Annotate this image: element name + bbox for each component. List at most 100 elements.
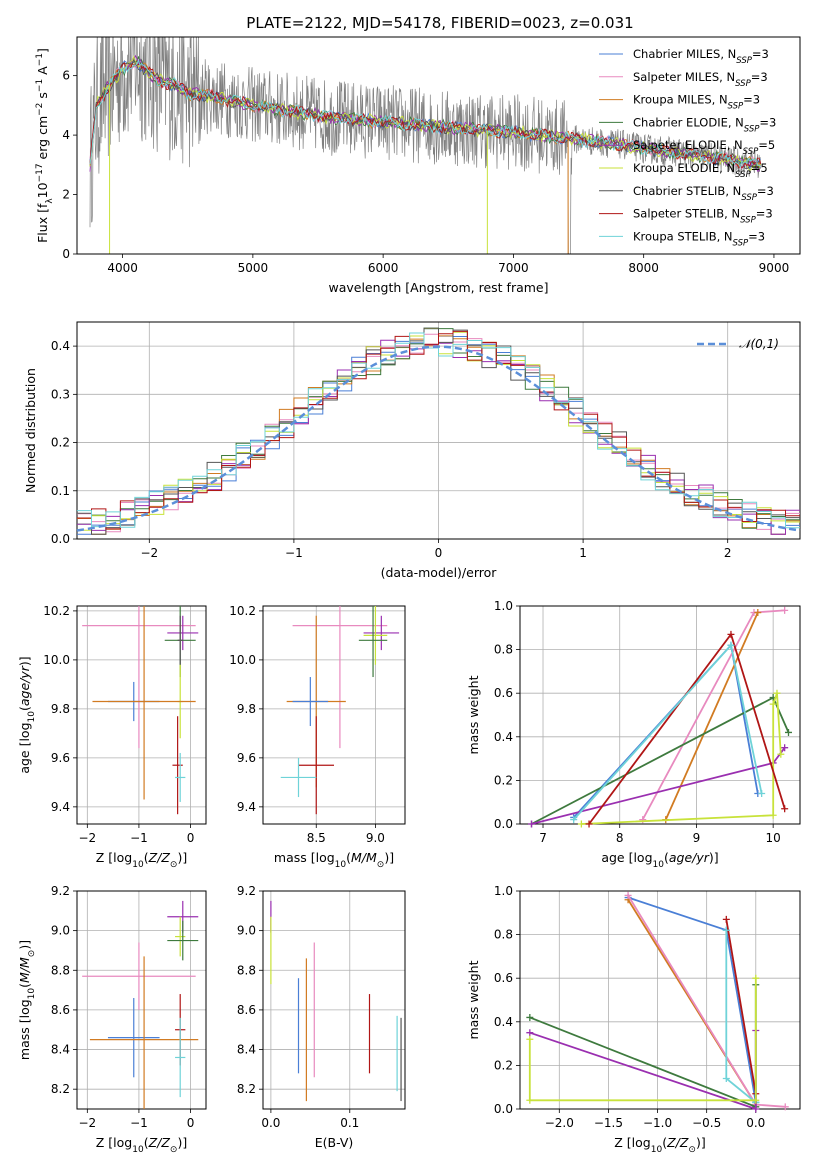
y-tick-label: 2 xyxy=(62,188,70,202)
mass-weight-line xyxy=(573,643,759,819)
x-tick-label: 8.5 xyxy=(307,831,326,845)
mass-weight-line xyxy=(529,984,757,1109)
y-tick-label: 8.4 xyxy=(237,1043,256,1057)
mass-weight-line xyxy=(528,978,757,1102)
x-tick-label: 0.0 xyxy=(746,1116,765,1130)
y-tick-label: 0.2 xyxy=(51,436,70,450)
y-tick-label: 9.0 xyxy=(237,924,256,938)
x-axis-label: (data-model)/error xyxy=(381,565,498,580)
legend-label: Kroupa STELIB, NSSP=3 xyxy=(633,229,765,248)
y-tick-label: 9.0 xyxy=(51,924,70,938)
plus-marker xyxy=(722,915,730,923)
x-tick-label: 0.1 xyxy=(340,1116,359,1130)
histogram-step-line xyxy=(77,332,800,529)
plus-marker xyxy=(781,805,789,813)
y-tick-label: 10.0 xyxy=(43,653,70,667)
y-tick-label: 9.8 xyxy=(51,702,70,716)
error-bar-point xyxy=(175,916,186,957)
x-tick-label: −0.5 xyxy=(692,1116,721,1130)
x-tick-label: 8000 xyxy=(628,261,659,275)
legend-label: Salpeter ELODIE, NSSP=5 xyxy=(633,138,775,157)
plus-marker xyxy=(528,820,536,828)
weight-vs-age-panel: 7 8 9 10 0.0 0.2 0.4 0.6 0.8 1.0 age [log10(age/yr… xyxy=(466,599,801,870)
legend-label: 𝒩(0,1) xyxy=(739,337,779,351)
x-axis-label: mass [log10(M/M⊙)] xyxy=(274,850,394,870)
plus-marker xyxy=(781,744,789,752)
y-tick-label: 8.8 xyxy=(237,963,256,977)
plus-marker xyxy=(526,1029,534,1037)
x-axis-label: Z [log10(Z/Z⊙)] xyxy=(614,1135,705,1155)
plus-marker xyxy=(781,1103,789,1111)
histogram-step-line xyxy=(77,330,800,530)
mass-weight-line xyxy=(529,1030,757,1111)
y-tick-label: 1.0 xyxy=(494,599,513,613)
x-tick-label: 1 xyxy=(579,546,587,560)
x-tick-label: 9 xyxy=(693,831,701,845)
y-tick-label: 0.0 xyxy=(494,1102,513,1116)
error-bar-point xyxy=(363,615,400,651)
plus-marker xyxy=(777,750,785,758)
error-bar-point xyxy=(280,757,317,798)
plus-marker xyxy=(727,641,735,649)
x-tick-label: 4000 xyxy=(107,261,138,275)
y-tick-label: 0.3 xyxy=(51,387,70,401)
y-tick-label: 0.6 xyxy=(494,971,513,985)
mass-weight-line xyxy=(573,643,763,821)
error-bar-point xyxy=(177,615,183,665)
y-axis-label: Normed distribution xyxy=(23,368,38,493)
mass-weight-line xyxy=(588,632,786,825)
age-vs-Z-panel: −2 −1 0 9.4 9.6 9.8 10.0 10.2 Z [log10(Z/Z⊙)] age… xyxy=(17,604,207,870)
age-vs-mass-panel: 8.5 9.0 9.4 9.6 9.8 10.0 10.2 mass [log10(M/M⊙)… xyxy=(229,604,406,870)
axes-frame xyxy=(76,605,207,825)
error-bar-point xyxy=(175,752,186,802)
y-axis-label: mass weight xyxy=(466,960,481,1039)
axes-frame xyxy=(519,890,801,1110)
normal-reference-curve xyxy=(76,345,801,532)
y-axis-label: mass weight xyxy=(466,675,481,754)
x-tick-label: 8 xyxy=(616,831,624,845)
x-tick-label: −2 xyxy=(78,1116,96,1130)
x-tick-label: −2.0 xyxy=(545,1116,574,1130)
error-bar-point xyxy=(363,606,388,665)
plus-marker xyxy=(722,926,730,934)
plus-marker xyxy=(752,1096,760,1104)
error-bar-point xyxy=(298,716,334,815)
error-bar-point xyxy=(358,606,388,678)
axes-frame xyxy=(76,890,207,1110)
x-tick-label: −1 xyxy=(285,546,303,560)
legend-label: Salpeter MILES, NSSP=3 xyxy=(633,70,768,89)
error-bar-point xyxy=(82,606,196,749)
y-tick-label: 0.2 xyxy=(494,773,513,787)
y-tick-label: 0.0 xyxy=(494,817,513,831)
mass-vs-ebv-panel: 0.0 0.1 8.2 8.4 8.6 8.8 9.0 9.2 E(B-V) xyxy=(237,884,406,1150)
x-axis-label: E(B-V) xyxy=(315,1135,354,1150)
plus-marker xyxy=(585,820,593,828)
plus-marker xyxy=(752,1105,760,1113)
y-axis-label: mass [log10(M/M⊙)] xyxy=(17,940,37,1060)
y-tick-label: 0.4 xyxy=(494,1015,513,1029)
x-tick-label: −2 xyxy=(140,546,158,560)
y-axis-label: age [log10(age/yr)] xyxy=(17,656,37,773)
y-tick-label: 9.2 xyxy=(237,884,256,898)
x-axis-label: Z [log10(Z/Z⊙)] xyxy=(96,850,187,870)
y-tick-label: 8.4 xyxy=(51,1043,70,1057)
flux-axis-label: Flux [fλ10−17 erg cm−2 s−1 A−1] xyxy=(35,48,55,243)
error-bar-point xyxy=(92,606,196,800)
y-tick-label: 0 xyxy=(62,247,70,261)
spectrum-panel: 4000 5000 6000 7000 8000 9000 0 2 4 6 wavelength [… xyxy=(35,36,801,295)
error-bar-point xyxy=(172,716,183,815)
legend-label: Chabrier MILES, NSSP=3 xyxy=(633,47,769,66)
y-tick-label: 0.8 xyxy=(494,643,513,657)
y-tick-label: 9.4 xyxy=(51,800,70,814)
plus-marker xyxy=(526,1035,534,1043)
y-tick-label: 1.0 xyxy=(494,884,513,898)
weight-vs-Z-panel: −2.0 −1.5 −1.0 −0.5 0.0 0.0 0.2 0.4 0.6 0.8 1.0 Z [… xyxy=(466,884,801,1155)
x-axis-label: age [log10(age/yr)] xyxy=(601,850,718,870)
axes-frame xyxy=(262,890,406,1110)
x-axis-label: Z [log10(Z/Z⊙)] xyxy=(96,1135,187,1155)
x-tick-label: 9000 xyxy=(759,261,790,275)
x-tick-label: 0 xyxy=(187,831,195,845)
error-bar-point xyxy=(292,606,388,749)
legend-label: Chabrier ELODIE, NSSP=3 xyxy=(633,115,776,134)
